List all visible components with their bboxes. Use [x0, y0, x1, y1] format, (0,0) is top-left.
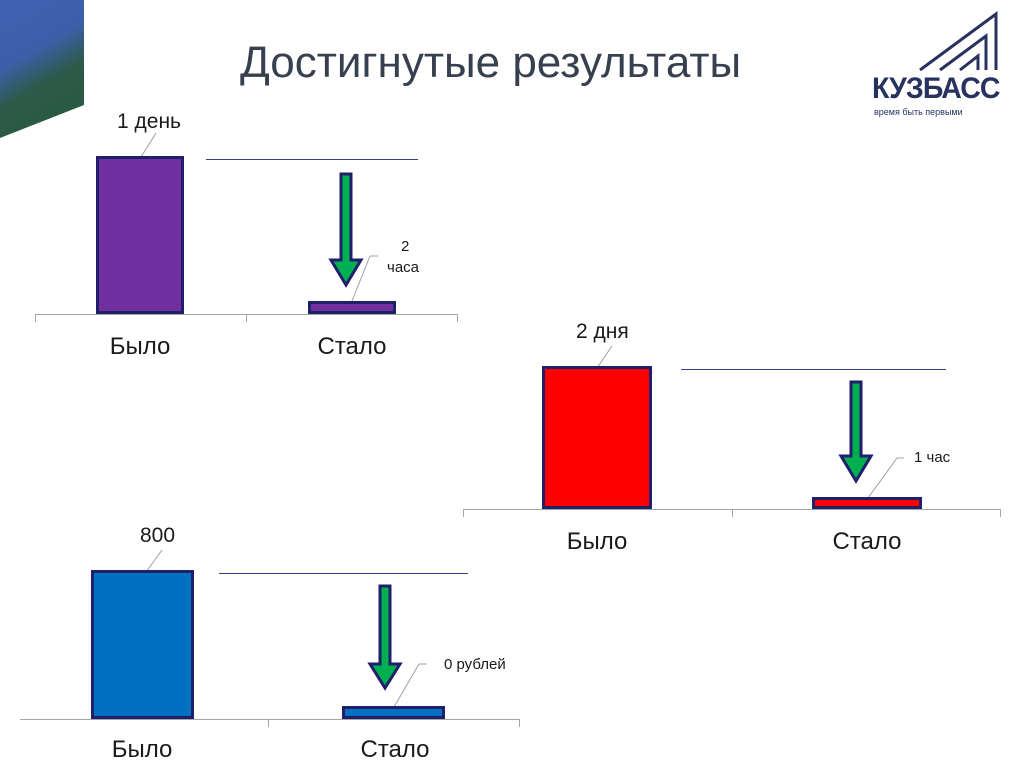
- chart-3-category-after: Стало: [360, 736, 430, 763]
- chart-3-bar-before: [91, 570, 194, 719]
- chart-1-label-after-line1: 2: [401, 238, 410, 255]
- chart-2-category-after: Стало: [832, 528, 902, 555]
- chart-3-category-before: Было: [111, 736, 173, 763]
- chart-1-x-axis: [35, 314, 458, 315]
- chart-1-category-before: Было: [109, 333, 171, 360]
- chart-3-bar-after: [342, 706, 445, 719]
- chart-3-label-after: 0 рублей: [444, 656, 506, 673]
- chart-1-tick: [457, 314, 458, 322]
- chart-2-tick: [463, 509, 464, 517]
- chart-2-x-axis: [463, 509, 1001, 510]
- kuzbass-logo: КУЗБАСС время быть первыми: [868, 10, 1008, 120]
- logo-mark-icon: [919, 11, 998, 72]
- down-arrow-icon: [367, 584, 403, 691]
- logo-wordmark: КУЗБАСС: [872, 72, 1000, 105]
- page-title: Достигнутые результаты: [240, 38, 742, 87]
- down-arrow-icon: [838, 380, 874, 484]
- chart-1-tick: [35, 314, 36, 322]
- down-arrow-icon: [328, 172, 364, 288]
- logo-tagline: время быть первыми: [874, 107, 963, 117]
- chart-3-label-before: 800: [140, 524, 176, 547]
- chart-1-category-after: Стало: [317, 333, 387, 360]
- chart-1-bar-after: [308, 301, 396, 314]
- corner-decoration: [0, 0, 84, 138]
- chart-1-reference-line: [206, 159, 418, 160]
- chart-2-bar-before: [542, 366, 652, 509]
- chart-2-tick: [732, 509, 733, 517]
- chart-1-label-before: 1 день: [117, 110, 181, 133]
- chart-2-category-before: Было: [566, 528, 628, 555]
- chart-2-bar-after: [812, 497, 922, 509]
- chart-2-tick: [1000, 509, 1001, 517]
- chart-1-tick: [246, 314, 247, 322]
- chart-2-reference-line: [681, 369, 946, 370]
- chart-2-label-after: 1 час: [914, 449, 951, 466]
- chart-3-tick: [519, 719, 520, 727]
- chart-3-x-axis: [20, 719, 520, 720]
- chart-1-label-after-line2: часа: [387, 259, 419, 276]
- chart-2-label-before: 2 дня: [576, 320, 629, 343]
- chart-1-bar-before: [96, 156, 184, 314]
- chart-3-tick: [268, 719, 269, 727]
- chart-3-reference-line: [219, 573, 468, 574]
